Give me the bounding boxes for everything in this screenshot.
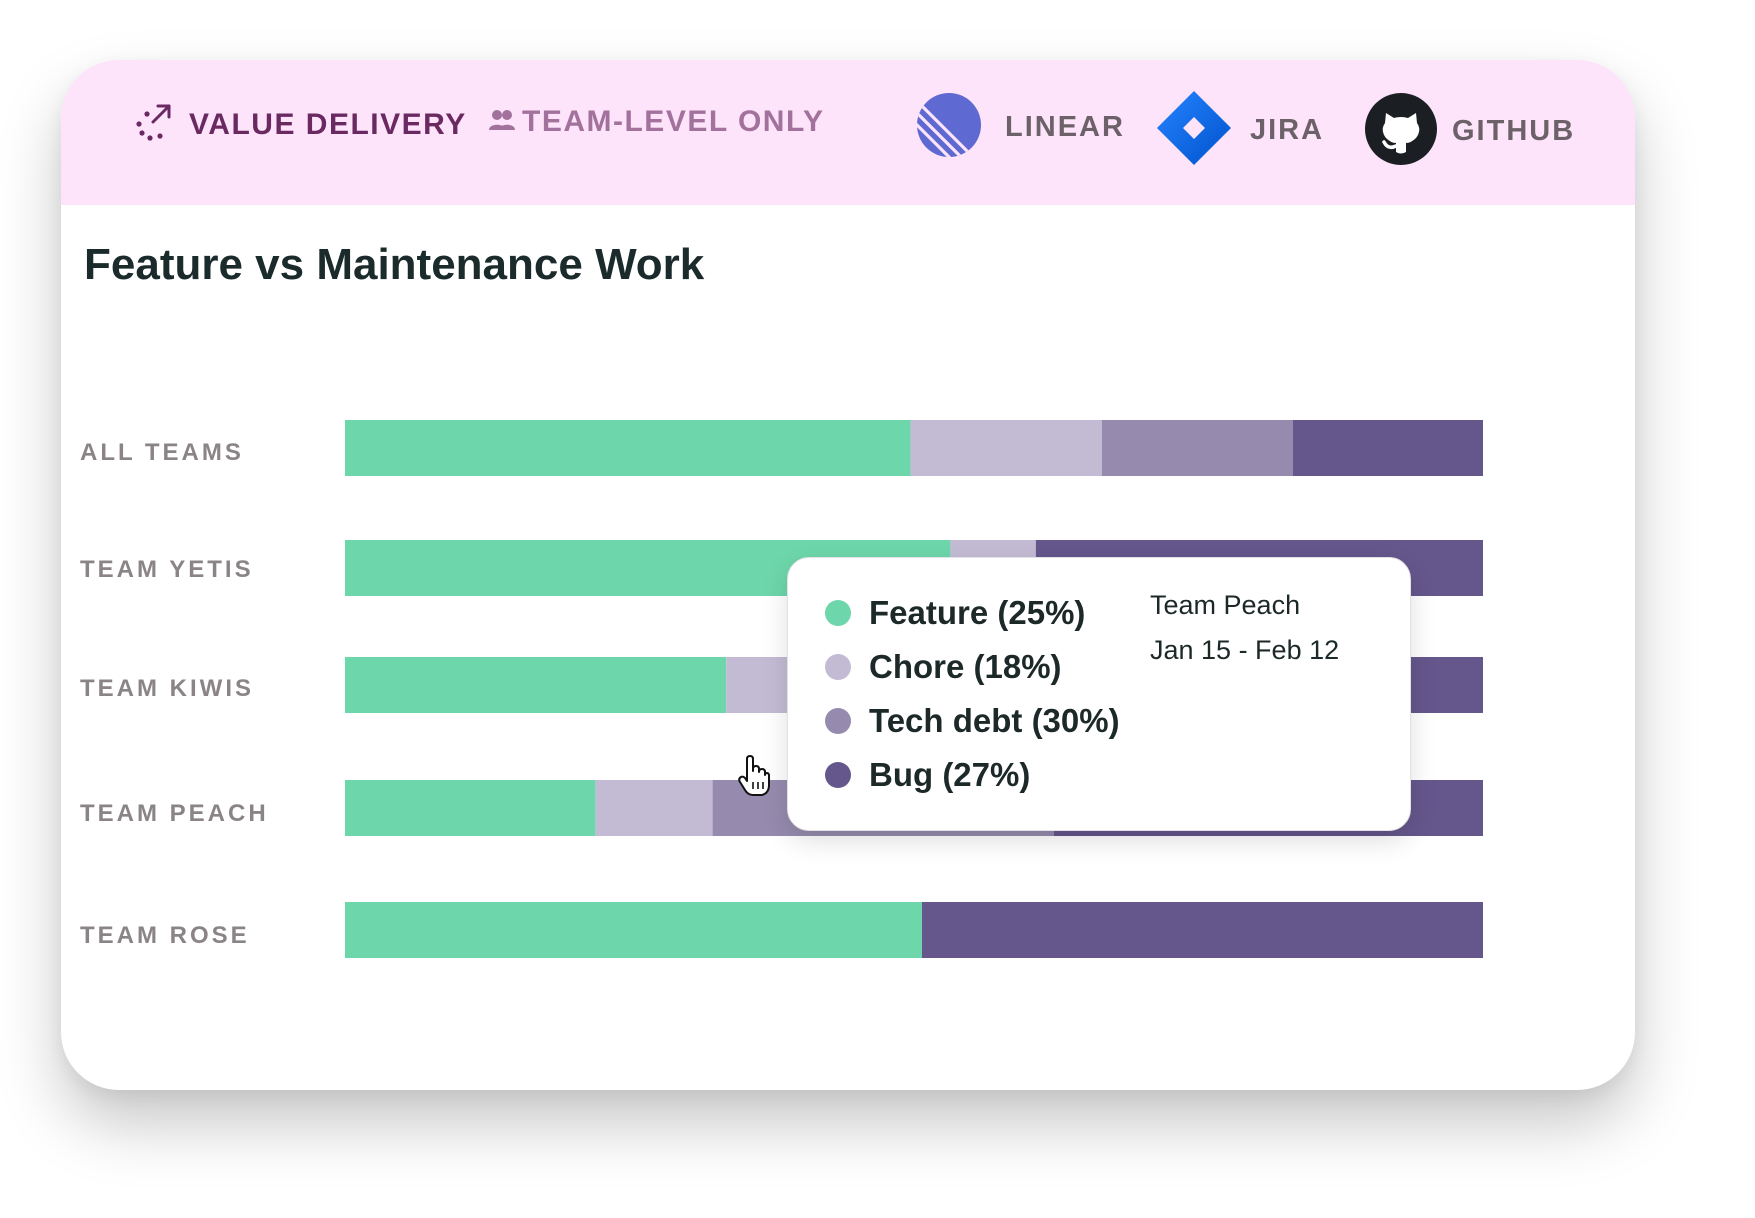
- integration-jira: JIRA: [1155, 89, 1324, 172]
- users-icon: [488, 107, 516, 138]
- linear-logo-icon: [916, 92, 982, 163]
- row-label-team-rose: TEAM ROSE: [80, 922, 250, 949]
- jira-logo-icon: [1155, 89, 1233, 172]
- team-level-label: TEAM-LEVEL ONLY: [522, 105, 825, 138]
- tooltip-label: Tech debt (30%): [869, 702, 1120, 739]
- bar-segment-bug-all-teams[interactable]: [1293, 420, 1483, 476]
- bar-segment-feature-team-kiwis[interactable]: [345, 657, 727, 713]
- bar-segment-chore-team-peach[interactable]: [595, 780, 713, 836]
- tooltip-label: Chore (18%): [869, 648, 1062, 685]
- tooltip: Feature (25%) Chore (18%) Tech debt (30%…: [787, 557, 1411, 831]
- tooltip-label: Bug (27%): [869, 756, 1031, 793]
- value-delivery-tag: VALUE DELIVERY: [133, 102, 467, 147]
- bar-segment-chore-all-teams[interactable]: [910, 420, 1102, 476]
- legend-dot: [825, 762, 851, 788]
- tooltip-date-range: Jan 15 - Feb 12: [1150, 635, 1340, 665]
- bar-segment-bug-team-rose[interactable]: [922, 902, 1483, 958]
- row-label-team-yetis: TEAM YETIS: [80, 556, 254, 583]
- tooltip-item-chore: Chore (18%): [825, 648, 1062, 686]
- value-delivery-icon: [133, 102, 173, 147]
- tooltip-item-feature: Feature (25%): [825, 594, 1085, 632]
- hand-cursor-icon: [738, 755, 770, 802]
- team-level-tag: TEAM-LEVEL ONLY: [488, 105, 825, 139]
- legend-dot: [825, 654, 851, 680]
- linear-label: LINEAR: [1005, 111, 1125, 143]
- github-logo-icon: [1364, 92, 1438, 171]
- row-label-team-peach: TEAM PEACH: [80, 800, 269, 827]
- legend-dot: [825, 600, 851, 626]
- value-delivery-label: VALUE DELIVERY: [189, 107, 467, 141]
- integration-linear: LINEAR: [916, 92, 1125, 163]
- tooltip-team: Team Peach: [1150, 590, 1301, 620]
- bar-segment-tech-debt-all-teams[interactable]: [1101, 420, 1293, 476]
- chart-title: Feature vs Maintenance Work: [84, 240, 705, 289]
- row-label-team-kiwis: TEAM KIWIS: [80, 675, 254, 702]
- legend-dot: [825, 708, 851, 734]
- tooltip-item-bug: Bug (27%): [825, 756, 1030, 794]
- github-label: GITHUB: [1452, 115, 1576, 147]
- bar-segment-feature-team-peach[interactable]: [345, 780, 596, 836]
- row-label-all-teams: ALL TEAMS: [80, 439, 244, 466]
- tooltip-item-tech-debt: Tech debt (30%): [825, 702, 1120, 740]
- header-bar: VALUE DELIVERY TEAM-LEVEL ONLY: [61, 60, 1635, 205]
- bar-segment-feature-all-teams[interactable]: [345, 420, 911, 476]
- tooltip-label: Feature (25%): [869, 594, 1086, 631]
- integration-github: GITHUB: [1364, 92, 1575, 171]
- bar-segment-feature-team-rose[interactable]: [345, 902, 922, 958]
- jira-label: JIRA: [1250, 114, 1325, 146]
